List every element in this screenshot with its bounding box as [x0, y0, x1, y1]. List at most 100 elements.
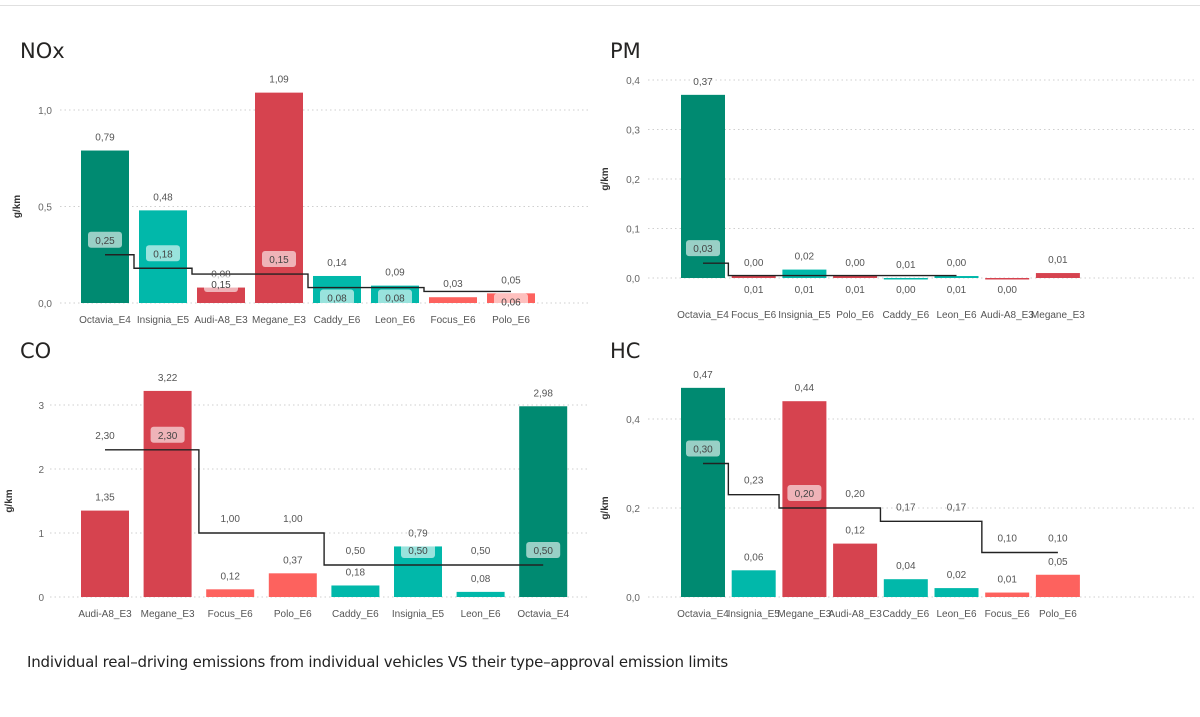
- value-label: 0,00: [744, 258, 764, 269]
- y-tick-label: 0,2: [626, 504, 640, 515]
- limit-label: 0,01: [845, 285, 865, 296]
- x-tick-label: Megane_E3: [1031, 310, 1085, 321]
- value-label: 0,14: [327, 258, 347, 269]
- limit-step-line: [105, 254, 511, 293]
- bar-octavia_e4: [681, 387, 725, 597]
- x-tick-label: Octavia_E4: [79, 315, 131, 326]
- limit-label-box: [146, 245, 180, 262]
- x-tick-label: Focus_E6: [208, 609, 253, 620]
- value-label: 2,98: [533, 388, 553, 399]
- value-label: 0,37: [693, 77, 713, 88]
- bar-leon_e6: [934, 588, 979, 597]
- limit-label: 0,00: [997, 285, 1017, 296]
- x-tick-label: Audi-A8_E3: [828, 609, 882, 620]
- limit-label: 1,00: [220, 514, 240, 525]
- limit-label-box: [686, 440, 720, 457]
- bar-insignia_e5: [731, 570, 776, 597]
- bar-polo_e6: [1035, 574, 1080, 597]
- x-tick-label: Octavia_E4: [677, 310, 729, 321]
- bar-octavia_e4: [519, 406, 568, 597]
- bar-audi-a8_e3: [81, 510, 129, 597]
- x-tick-label: Octavia_E4: [517, 609, 569, 620]
- value-label: 0,08: [211, 270, 231, 281]
- x-tick-label: Insignia_E5: [728, 609, 781, 620]
- x-tick-label: Caddy_E6: [882, 609, 929, 620]
- value-label: 0,12: [845, 526, 865, 537]
- y-tick-label: 0,0: [626, 274, 640, 285]
- y-tick-label: 0: [38, 593, 44, 604]
- limit-label: 0,50: [346, 546, 366, 557]
- x-tick-label: Caddy_E6: [332, 609, 379, 620]
- value-label: 0,08: [471, 574, 491, 585]
- value-label: 0,18: [346, 567, 366, 578]
- limit-label: 0,50: [408, 546, 428, 557]
- bar-caddy_e6: [883, 278, 928, 280]
- x-tick-label: Octavia_E4: [677, 609, 729, 620]
- limit-label: 0,10: [1048, 534, 1068, 545]
- x-tick-label: Polo_E6: [492, 315, 530, 326]
- y-tick-label: 0,4: [626, 415, 640, 426]
- limit-label: 0,20: [845, 489, 865, 500]
- limit-label-box: [526, 542, 561, 558]
- value-label: 1,35: [95, 493, 115, 504]
- y-tick-label: 2: [38, 465, 44, 476]
- bar-audi-a8_e3: [985, 278, 1030, 280]
- bar-polo_e6: [268, 573, 317, 597]
- chart-pm: PM 0,0 0,1 0,2 0,3 0,4 g/km Octavia_E4 Focus_E6 I…: [600, 39, 1195, 321]
- bar-focus_e6: [985, 592, 1030, 597]
- bar-caddy_e6: [883, 579, 928, 597]
- bar-focus_e6: [429, 297, 477, 303]
- x-tick-label: Focus_E6: [430, 315, 475, 326]
- chart-co: CO 0 1 2 3 g/km Audi-A8_E3 Megane_E3 Focus_E6 Pol…: [4, 339, 590, 620]
- value-label: 0,00: [845, 258, 865, 269]
- value-label: 0,02: [947, 570, 967, 581]
- chart-hc: HC 0,0 0,2 0,4 g/km Octavia_E4Insignia_E5Mega…: [600, 339, 1195, 620]
- y-tick-label: 0,1: [626, 225, 640, 236]
- limit-label-box: [320, 289, 354, 306]
- bar-octavia_e4: [81, 150, 129, 303]
- value-label: 0,12: [220, 571, 240, 582]
- x-tick-label: Polo_E6: [1039, 609, 1077, 620]
- y-axis-label: g/km: [600, 167, 611, 190]
- bar-insignia_e5: [782, 269, 827, 278]
- limit-label: 2,30: [158, 431, 178, 442]
- limit-label: 0,50: [533, 546, 553, 557]
- chart-title: NOx: [20, 39, 65, 63]
- x-tick-label: Polo_E6: [274, 609, 312, 620]
- limit-label: 0,08: [385, 294, 405, 305]
- value-label: 0,09: [385, 268, 405, 279]
- limit-label-box: [686, 240, 720, 257]
- limit-label: 0,50: [471, 546, 491, 557]
- limit-step-line: [105, 449, 544, 566]
- x-tick-label: Caddy_E6: [882, 310, 929, 321]
- limit-label-box: [494, 293, 528, 310]
- limit-label: 0,30: [693, 445, 713, 456]
- limit-label: 0,23: [744, 476, 764, 487]
- x-tick-label: Caddy_E6: [314, 315, 361, 326]
- value-label: 0,04: [896, 561, 916, 572]
- y-tick-label: 1: [38, 529, 44, 540]
- x-tick-label: Audi-A8_E3: [194, 315, 248, 326]
- limit-label: 2,30: [95, 431, 115, 442]
- bar-megane_e3: [143, 390, 192, 597]
- value-label: 0,79: [408, 528, 428, 539]
- chart-title: CO: [20, 339, 51, 363]
- x-tick-label: Megane_E3: [141, 609, 195, 620]
- y-tick-label: 0,4: [626, 76, 640, 87]
- x-tick-label: Megane_E3: [777, 609, 831, 620]
- x-tick-label: Leon_E6: [936, 310, 976, 321]
- value-label: 0,06: [744, 552, 764, 563]
- value-label: 0,05: [501, 275, 521, 286]
- figure-caption: Individual real–driving emissions from i…: [27, 653, 728, 671]
- limit-label: 0,10: [997, 534, 1017, 545]
- bar-leon_e6: [456, 591, 505, 597]
- value-label: 0,37: [283, 555, 303, 566]
- chart-title: PM: [610, 39, 641, 63]
- y-tick-label: 1,0: [38, 106, 52, 117]
- chart-title: HC: [610, 339, 640, 363]
- x-tick-label: Leon_E6: [375, 315, 415, 326]
- bar-megane_e3: [255, 92, 303, 303]
- y-axis-label: g/km: [600, 496, 611, 519]
- bar-megane_e3: [1035, 273, 1080, 278]
- x-tick-label: Audi-A8_E3: [981, 310, 1035, 321]
